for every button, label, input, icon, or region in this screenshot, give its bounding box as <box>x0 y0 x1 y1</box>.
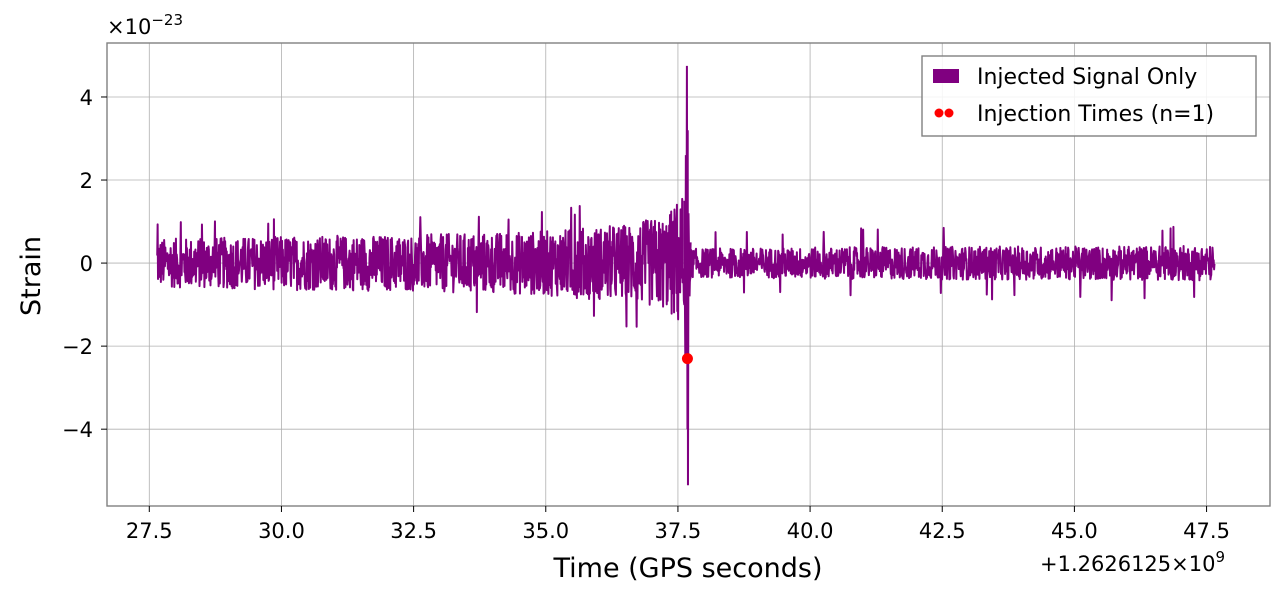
y-scale-label: ×10−23 <box>107 11 183 39</box>
x-tick-label: 42.5 <box>919 519 966 543</box>
x-tick-label: 45.0 <box>1051 519 1098 543</box>
x-offset-exponent: 9 <box>1215 548 1225 566</box>
legend-swatch-signal <box>933 69 959 83</box>
injection-time-marker <box>681 353 693 365</box>
x-axis-ticks: 27.5 30.0 32.5 35.0 37.5 40.0 42.5 45.0 47.5 <box>126 506 1230 543</box>
injection-markers <box>681 353 693 365</box>
y-tick-label: 4 <box>80 86 93 110</box>
legend-label-signal: Injected Signal Only <box>977 65 1197 90</box>
merger-burst-line <box>683 65 692 486</box>
x-tick-label: 37.5 <box>655 519 702 543</box>
legend-marker-injection-a <box>934 108 944 118</box>
legend-label-injection: Injection Times (n=1) <box>977 102 1214 127</box>
y-tick-label: −2 <box>62 335 93 359</box>
legend: Injected Signal Only Injection Times (n=… <box>921 55 1257 137</box>
x-tick-label: 47.5 <box>1183 519 1230 543</box>
signal-series <box>156 65 1216 486</box>
y-axis-label: Strain <box>16 236 47 316</box>
y-axis-ticks: −4 −2 0 2 4 <box>62 86 107 442</box>
legend-marker-injection-b <box>944 108 954 118</box>
x-axis-label: Time (GPS seconds) <box>552 553 822 584</box>
plot-frame <box>106 42 1271 507</box>
y-tick-label: 0 <box>80 252 93 276</box>
x-tick-label: 27.5 <box>126 519 173 543</box>
x-tick-label: 40.0 <box>787 519 834 543</box>
y-tick-label: −4 <box>62 418 93 442</box>
y-tick-label: 2 <box>80 169 93 193</box>
x-tick-label: 32.5 <box>390 519 437 543</box>
x-tick-label: 30.0 <box>258 519 305 543</box>
y-scale-exponent: −23 <box>151 11 183 29</box>
x-tick-label: 35.0 <box>522 519 569 543</box>
injected-signal-line <box>156 197 1216 328</box>
legend-box <box>921 55 1257 137</box>
x-offset-label: +1.2626125×109 <box>1040 548 1225 576</box>
